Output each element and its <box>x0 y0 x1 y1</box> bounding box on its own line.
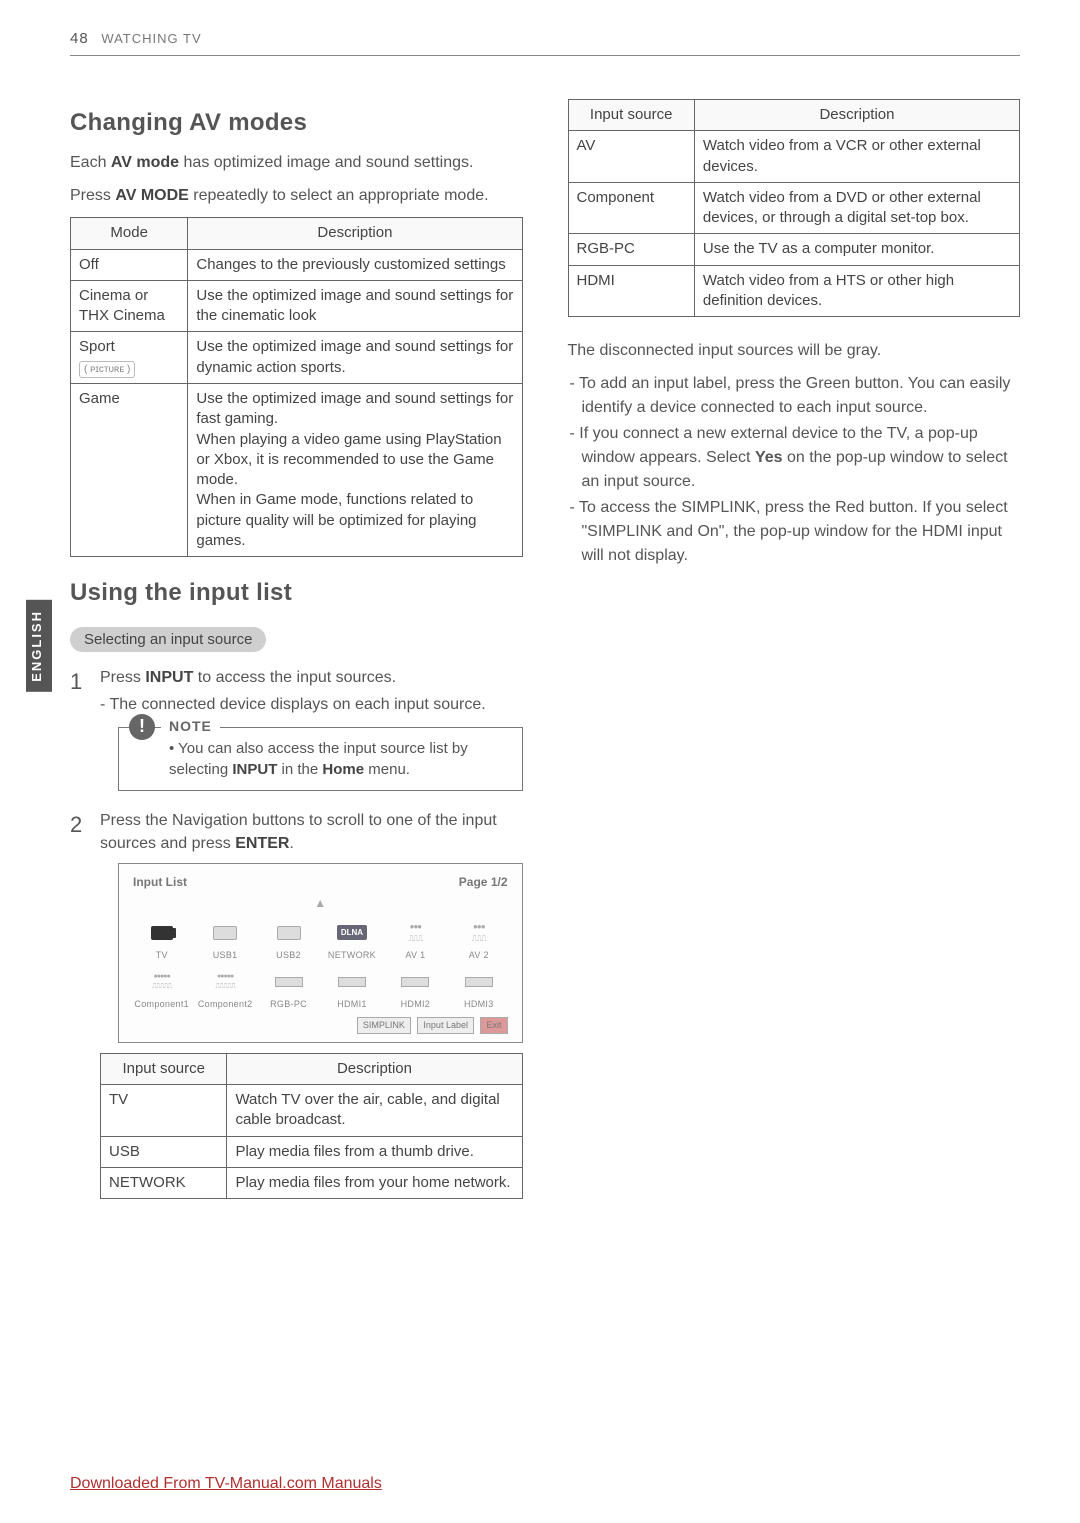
page-number: 48 <box>70 30 89 47</box>
th-desc: Description <box>188 218 522 249</box>
page-header: 48 WATCHING TV <box>70 30 1020 56</box>
table-row: Sport ( ᴘɪᴄᴛᴜʀᴇ ) Use the optimized imag… <box>71 332 523 384</box>
left-column: Changing AV modes Each AV mode has optim… <box>70 91 523 1221</box>
av-intro-1: Each AV mode has optimized image and sou… <box>70 151 523 174</box>
subheader-selecting-input: Selecting an input source <box>70 627 266 652</box>
heading-input-list: Using the input list <box>70 579 523 607</box>
usb-icon <box>213 926 237 940</box>
av-icon: ●●●⎍⎍⎍ <box>408 921 422 944</box>
step-1-sub: - The connected device displays on each … <box>100 693 523 716</box>
panel-title: Input List <box>133 874 187 891</box>
step-1: Press INPUT to access the input sources.… <box>70 666 523 790</box>
table-row: NETWORKPlay media files from your home n… <box>101 1167 523 1198</box>
note-box: ! NOTE • You can also access the input s… <box>118 727 523 791</box>
rgb-icon <box>275 977 303 987</box>
table-row: Cinema or THX Cinema Use the optimized i… <box>71 280 523 332</box>
table-row: Game Use the optimized image and sound s… <box>71 384 523 557</box>
step-2: Press the Navigation buttons to scroll t… <box>70 809 523 1200</box>
hdmi-icon <box>338 977 366 987</box>
input-source-table-1: Input source Description TVWatch TV over… <box>100 1053 523 1199</box>
th-mode: Mode <box>71 218 188 249</box>
table-row: ComponentWatch video from a DVD or other… <box>568 182 1020 234</box>
table-row: TVWatch TV over the air, cable, and digi… <box>101 1085 523 1137</box>
picture-mode-icon: ( ᴘɪᴄᴛᴜʀᴇ ) <box>79 361 135 379</box>
language-tab: ENGLISH <box>26 600 52 692</box>
hdmi-icon <box>465 977 493 987</box>
av-icon: ●●●⎍⎍⎍ <box>472 921 486 944</box>
input-grid: TV USB1 USB2 DLNANETWORK ●●●⎍⎍⎍AV 1 ●●●⎍… <box>133 919 508 1011</box>
note-icon: ! <box>129 714 155 740</box>
dlna-icon: DLNA <box>337 925 367 941</box>
right-column: Input source Description AVWatch video f… <box>568 91 1021 1221</box>
bullet-list: - To add an input label, press the Green… <box>568 372 1021 568</box>
table-row: RGB-PCUse the TV as a computer monitor. <box>568 234 1020 265</box>
hdmi-icon <box>401 977 429 987</box>
disconnected-note: The disconnected input sources will be g… <box>568 339 1021 362</box>
input-source-table-2: Input source Description AVWatch video f… <box>568 99 1021 317</box>
section-title: WATCHING TV <box>101 31 201 46</box>
table-row: Off Changes to the previously customized… <box>71 249 523 280</box>
note-label: NOTE <box>161 717 220 737</box>
av-intro-2: Press AV MODE repeatedly to select an ap… <box>70 184 523 207</box>
panel-page: Page 1/2 <box>459 874 508 891</box>
usb-icon <box>277 926 301 940</box>
table-row: USBPlay media files from a thumb drive. <box>101 1136 523 1167</box>
list-item: - If you connect a new external device t… <box>568 422 1021 494</box>
heading-av-modes: Changing AV modes <box>70 109 523 137</box>
footer-download-link[interactable]: Downloaded From TV-Manual.com Manuals <box>70 1475 382 1493</box>
component-icon: ●●●●●⎍⎍⎍⎍⎍ <box>152 972 172 992</box>
input-list-panel: Input List Page 1/2 ▲ TV USB1 USB2 DLNAN… <box>118 863 523 1043</box>
list-item: - To access the SIMPLINK, press the Red … <box>568 496 1021 568</box>
panel-footer: SIMPLINK Input Label Exit <box>133 1017 508 1034</box>
table-row: AVWatch video from a VCR or other extern… <box>568 131 1020 183</box>
list-item: - To add an input label, press the Green… <box>568 372 1021 420</box>
tv-icon <box>151 926 173 940</box>
component-icon: ●●●●●⎍⎍⎍⎍⎍ <box>215 972 235 992</box>
av-mode-table: Mode Description Off Changes to the prev… <box>70 217 523 557</box>
table-row: HDMIWatch video from a HTS or other high… <box>568 265 1020 317</box>
